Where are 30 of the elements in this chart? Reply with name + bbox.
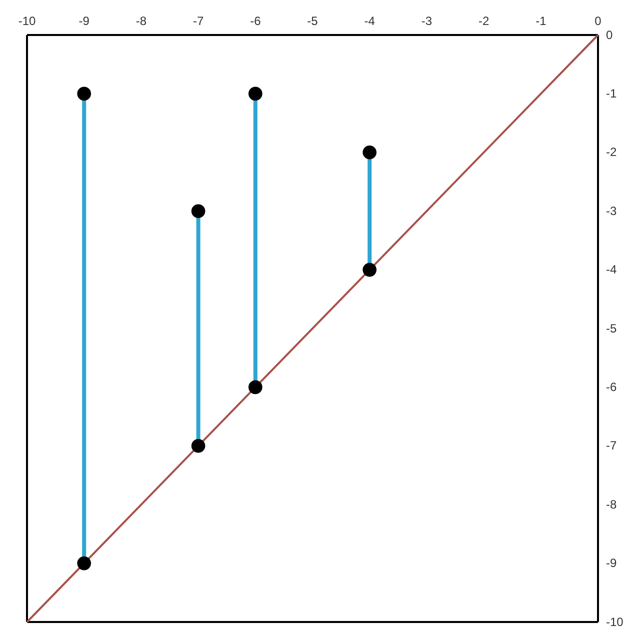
x-tick-label: -7: [192, 14, 204, 28]
x-tick-label: 0: [594, 14, 602, 28]
x-tick-label: -2: [478, 14, 490, 28]
point: [191, 204, 206, 218]
y-tick-label: -9: [606, 556, 617, 570]
y-tick-label: 0: [606, 28, 613, 42]
y-tick-label: -8: [606, 497, 617, 512]
point: [248, 380, 262, 394]
point: [77, 86, 92, 101]
y-tick-label: -7: [606, 438, 617, 453]
y-tick-label: -3: [606, 204, 617, 218]
x-tick-label: -8: [136, 14, 147, 28]
point: [191, 439, 206, 453]
y-tick-label: -5: [606, 321, 617, 336]
point: [77, 556, 92, 570]
y-tick-label: -2: [606, 145, 617, 160]
point: [362, 262, 377, 277]
x-tick-label: -9: [78, 14, 90, 28]
y-tick-label: -4: [606, 262, 617, 277]
x-tick-label: -4: [364, 14, 376, 28]
x-tick-label: -5: [307, 14, 318, 28]
y-tick-label: -10: [606, 614, 624, 629]
point: [248, 86, 262, 101]
x-tick-label: -3: [421, 14, 432, 28]
y-tick-label: -6: [606, 380, 617, 394]
point: [362, 146, 377, 160]
y-tick-label: -1: [606, 86, 617, 101]
x-tick-label: -1: [536, 14, 547, 28]
x-tick-label: -6: [250, 14, 262, 28]
x-tick-label: -10: [18, 14, 36, 28]
